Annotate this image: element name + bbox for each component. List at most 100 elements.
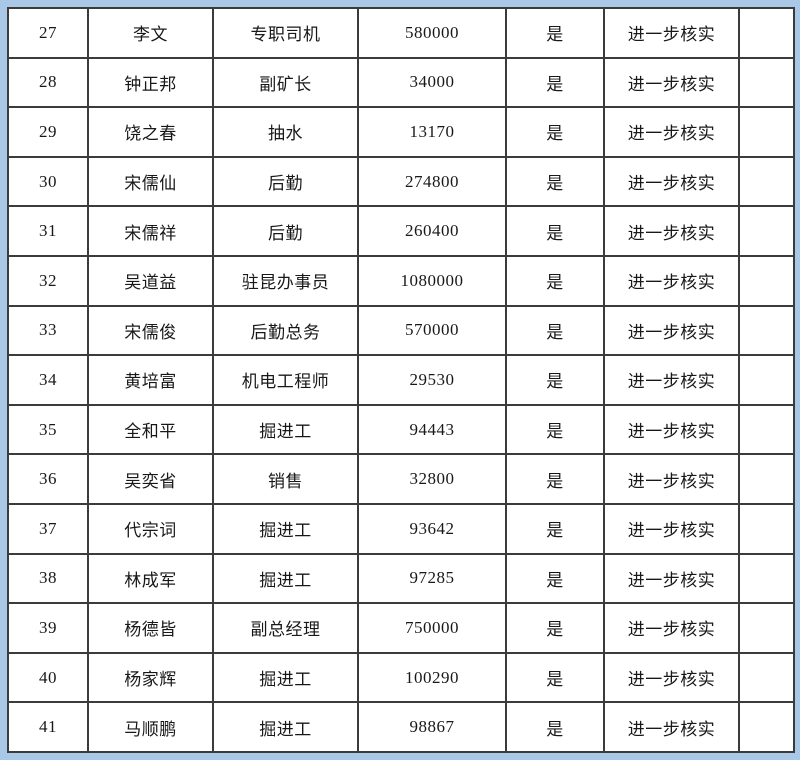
job-title-cell[interactable]: 掘进工	[212, 502, 359, 555]
job-title-cell[interactable]: 抽水	[212, 106, 359, 158]
remark-cell[interactable]	[738, 304, 795, 357]
review-action-cell[interactable]: 进一步核实	[603, 651, 740, 704]
review-action-cell[interactable]: 进一步核实	[603, 7, 740, 59]
amount-cell[interactable]: 580000	[357, 7, 507, 59]
employee-name-cell[interactable]: 钟正邦	[87, 56, 214, 109]
job-title-cell[interactable]: 掘进工	[212, 403, 359, 456]
confirmed-flag-cell[interactable]: 是	[505, 552, 605, 605]
review-action-cell[interactable]: 进一步核实	[603, 502, 740, 555]
job-title-cell[interactable]: 销售	[212, 453, 359, 505]
confirmed-flag-cell[interactable]: 是	[505, 403, 605, 456]
remark-cell[interactable]	[738, 205, 795, 257]
review-action-cell[interactable]: 进一步核实	[603, 701, 740, 753]
remark-cell[interactable]	[738, 602, 795, 654]
review-action-cell[interactable]: 进一步核实	[603, 304, 740, 357]
confirmed-flag-cell[interactable]: 是	[505, 254, 605, 307]
employee-name-cell[interactable]: 马顺鹏	[87, 701, 214, 753]
job-title-cell[interactable]: 机电工程师	[212, 354, 359, 406]
confirmed-flag-cell[interactable]: 是	[505, 651, 605, 704]
job-title-cell[interactable]: 副矿长	[212, 56, 359, 109]
employee-name-cell[interactable]: 宋儒仙	[87, 155, 214, 208]
amount-cell[interactable]: 750000	[357, 602, 507, 654]
remark-cell[interactable]	[738, 354, 795, 406]
employee-name-cell[interactable]: 代宗词	[87, 502, 214, 555]
row-number-cell[interactable]: 36	[7, 453, 89, 505]
amount-cell[interactable]: 260400	[357, 205, 507, 257]
amount-cell[interactable]: 570000	[357, 304, 507, 357]
remark-cell[interactable]	[738, 106, 795, 158]
confirmed-flag-cell[interactable]: 是	[505, 453, 605, 505]
row-number-cell[interactable]: 37	[7, 502, 89, 555]
amount-cell[interactable]: 274800	[357, 155, 507, 208]
review-action-cell[interactable]: 进一步核实	[603, 56, 740, 109]
row-number-cell[interactable]: 35	[7, 403, 89, 456]
confirmed-flag-cell[interactable]: 是	[505, 602, 605, 654]
confirmed-flag-cell[interactable]: 是	[505, 304, 605, 357]
confirmed-flag-cell[interactable]: 是	[505, 354, 605, 406]
row-number-cell[interactable]: 33	[7, 304, 89, 357]
job-title-cell[interactable]: 掘进工	[212, 651, 359, 704]
row-number-cell[interactable]: 38	[7, 552, 89, 605]
employee-name-cell[interactable]: 林成军	[87, 552, 214, 605]
job-title-cell[interactable]: 后勤	[212, 205, 359, 257]
remark-cell[interactable]	[738, 7, 795, 59]
remark-cell[interactable]	[738, 701, 795, 753]
confirmed-flag-cell[interactable]: 是	[505, 155, 605, 208]
amount-cell[interactable]: 97285	[357, 552, 507, 605]
remark-cell[interactable]	[738, 651, 795, 704]
row-number-cell[interactable]: 41	[7, 701, 89, 753]
remark-cell[interactable]	[738, 254, 795, 307]
row-number-cell[interactable]: 39	[7, 602, 89, 654]
remark-cell[interactable]	[738, 155, 795, 208]
amount-cell[interactable]: 93642	[357, 502, 507, 555]
employee-name-cell[interactable]: 饶之春	[87, 106, 214, 158]
employee-name-cell[interactable]: 宋儒祥	[87, 205, 214, 257]
review-action-cell[interactable]: 进一步核实	[603, 602, 740, 654]
job-title-cell[interactable]: 专职司机	[212, 7, 359, 59]
row-number-cell[interactable]: 29	[7, 106, 89, 158]
amount-cell[interactable]: 94443	[357, 403, 507, 456]
employee-name-cell[interactable]: 黄培富	[87, 354, 214, 406]
row-number-cell[interactable]: 27	[7, 7, 89, 59]
remark-cell[interactable]	[738, 56, 795, 109]
job-title-cell[interactable]: 驻昆办事员	[212, 254, 359, 307]
confirmed-flag-cell[interactable]: 是	[505, 7, 605, 59]
employee-name-cell[interactable]: 李文	[87, 7, 214, 59]
amount-cell[interactable]: 32800	[357, 453, 507, 505]
review-action-cell[interactable]: 进一步核实	[603, 453, 740, 505]
employee-name-cell[interactable]: 吴奕省	[87, 453, 214, 505]
employee-name-cell[interactable]: 全和平	[87, 403, 214, 456]
review-action-cell[interactable]: 进一步核实	[603, 205, 740, 257]
remark-cell[interactable]	[738, 453, 795, 505]
confirmed-flag-cell[interactable]: 是	[505, 56, 605, 109]
confirmed-flag-cell[interactable]: 是	[505, 502, 605, 555]
employee-name-cell[interactable]: 吴道益	[87, 254, 214, 307]
confirmed-flag-cell[interactable]: 是	[505, 106, 605, 158]
review-action-cell[interactable]: 进一步核实	[603, 155, 740, 208]
confirmed-flag-cell[interactable]: 是	[505, 205, 605, 257]
remark-cell[interactable]	[738, 403, 795, 456]
employee-name-cell[interactable]: 杨家辉	[87, 651, 214, 704]
remark-cell[interactable]	[738, 502, 795, 555]
review-action-cell[interactable]: 进一步核实	[603, 254, 740, 307]
review-action-cell[interactable]: 进一步核实	[603, 106, 740, 158]
row-number-cell[interactable]: 40	[7, 651, 89, 704]
confirmed-flag-cell[interactable]: 是	[505, 701, 605, 753]
review-action-cell[interactable]: 进一步核实	[603, 552, 740, 605]
job-title-cell[interactable]: 副总经理	[212, 602, 359, 654]
row-number-cell[interactable]: 34	[7, 354, 89, 406]
amount-cell[interactable]: 1080000	[357, 254, 507, 307]
job-title-cell[interactable]: 后勤总务	[212, 304, 359, 357]
amount-cell[interactable]: 29530	[357, 354, 507, 406]
employee-name-cell[interactable]: 杨德皆	[87, 602, 214, 654]
amount-cell[interactable]: 100290	[357, 651, 507, 704]
job-title-cell[interactable]: 掘进工	[212, 701, 359, 753]
amount-cell[interactable]: 34000	[357, 56, 507, 109]
row-number-cell[interactable]: 28	[7, 56, 89, 109]
row-number-cell[interactable]: 30	[7, 155, 89, 208]
remark-cell[interactable]	[738, 552, 795, 605]
row-number-cell[interactable]: 31	[7, 205, 89, 257]
review-action-cell[interactable]: 进一步核实	[603, 354, 740, 406]
employee-name-cell[interactable]: 宋儒俊	[87, 304, 214, 357]
review-action-cell[interactable]: 进一步核实	[603, 403, 740, 456]
